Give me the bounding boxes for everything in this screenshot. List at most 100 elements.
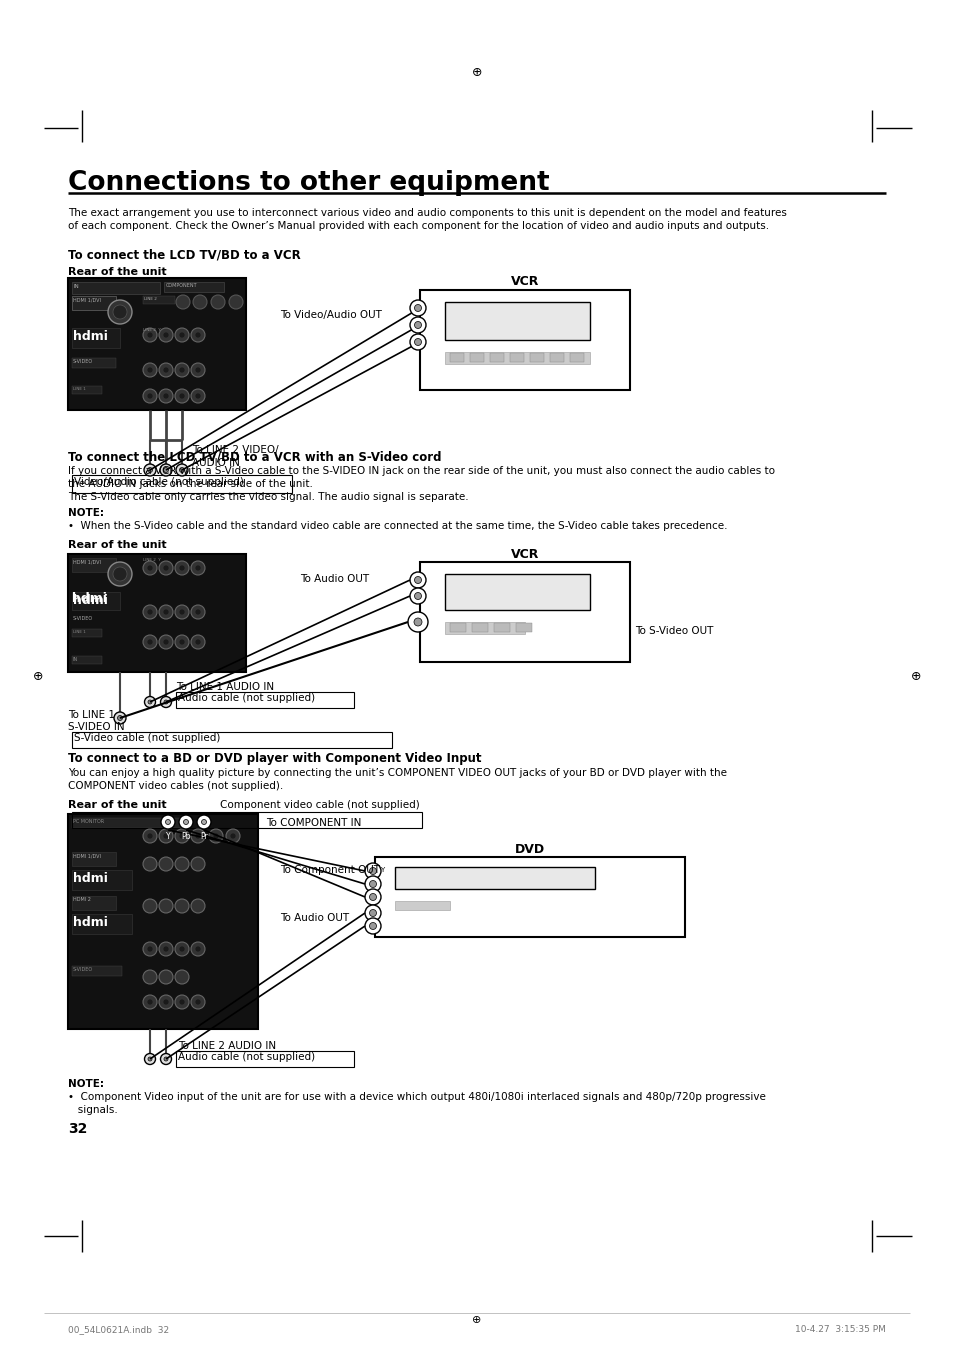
Circle shape <box>147 367 152 373</box>
Circle shape <box>369 923 376 929</box>
Circle shape <box>148 467 152 473</box>
Text: To COMPONENT IN: To COMPONENT IN <box>266 817 361 828</box>
Text: To Audio OUT: To Audio OUT <box>280 913 349 923</box>
Text: hdmi: hdmi <box>73 916 108 929</box>
Text: ⊕: ⊕ <box>32 670 43 682</box>
Bar <box>419 562 629 662</box>
Circle shape <box>174 994 189 1009</box>
Bar <box>444 574 589 611</box>
Text: The S-Video cable only carries the video signal. The audio signal is separate.: The S-Video cable only carries the video… <box>68 492 468 503</box>
Circle shape <box>174 328 189 342</box>
Text: HDMI 1/DVI: HDMI 1/DVI <box>73 852 101 858</box>
Circle shape <box>143 898 157 913</box>
Circle shape <box>144 463 156 476</box>
Text: 10-4.27  3:15:35 PM: 10-4.27 3:15:35 PM <box>794 1325 885 1333</box>
Circle shape <box>369 867 376 874</box>
Text: •  When the S-Video cable and the standard video cable are connected at the same: • When the S-Video cable and the standar… <box>68 521 727 531</box>
Circle shape <box>191 389 205 403</box>
Circle shape <box>112 567 127 581</box>
Text: The exact arrangement you use to interconnect various video and audio components: The exact arrangement you use to interco… <box>68 208 786 218</box>
Circle shape <box>143 942 157 957</box>
Bar <box>71 328 120 349</box>
Bar <box>395 867 595 889</box>
Circle shape <box>163 393 169 399</box>
Bar <box>450 353 463 362</box>
Circle shape <box>159 363 172 377</box>
Bar <box>71 282 160 295</box>
Text: LINE 1: LINE 1 <box>73 630 86 634</box>
Bar <box>71 386 102 394</box>
Circle shape <box>174 857 189 871</box>
Text: To S-Video OUT: To S-Video OUT <box>635 626 713 636</box>
Text: Rear of the unit: Rear of the unit <box>68 800 167 811</box>
Circle shape <box>174 830 189 843</box>
Circle shape <box>230 834 235 839</box>
Circle shape <box>143 389 157 403</box>
Circle shape <box>143 561 157 576</box>
Circle shape <box>174 970 189 984</box>
Circle shape <box>179 998 185 1005</box>
Circle shape <box>113 712 126 724</box>
Circle shape <box>160 697 172 708</box>
Circle shape <box>174 635 189 648</box>
Text: To connect the LCD TV/BD to a VCR with an S-Video cord: To connect the LCD TV/BD to a VCR with a… <box>68 450 441 463</box>
Text: S-VIDEO IN: S-VIDEO IN <box>68 721 125 732</box>
Text: S-VIDEO: S-VIDEO <box>73 616 93 621</box>
Circle shape <box>191 561 205 576</box>
Circle shape <box>147 946 152 952</box>
Circle shape <box>196 815 211 830</box>
Text: hdmi: hdmi <box>73 871 108 885</box>
Text: COMPONENT video cables (not supplied).: COMPONENT video cables (not supplied). <box>68 781 283 790</box>
Circle shape <box>201 820 206 824</box>
Circle shape <box>147 393 152 399</box>
Circle shape <box>160 463 172 476</box>
Bar <box>71 296 116 309</box>
Text: VCR: VCR <box>510 276 538 288</box>
Circle shape <box>163 609 169 615</box>
Circle shape <box>143 857 157 871</box>
Circle shape <box>159 389 172 403</box>
Text: S-VIDEO: S-VIDEO <box>73 967 93 971</box>
Text: hdmi: hdmi <box>71 592 107 605</box>
Text: AUDIO IN: AUDIO IN <box>192 458 239 467</box>
Circle shape <box>191 942 205 957</box>
Circle shape <box>164 700 168 704</box>
Bar <box>68 278 246 409</box>
Circle shape <box>365 917 380 934</box>
Bar <box>71 630 102 638</box>
Text: Video/Audio cable (not supplied): Video/Audio cable (not supplied) <box>74 477 244 486</box>
Circle shape <box>211 295 225 309</box>
Circle shape <box>147 609 152 615</box>
Text: hdmi: hdmi <box>73 330 108 343</box>
Circle shape <box>191 605 205 619</box>
Circle shape <box>148 700 152 704</box>
Circle shape <box>159 328 172 342</box>
Circle shape <box>143 994 157 1009</box>
Circle shape <box>143 970 157 984</box>
Bar <box>472 623 488 632</box>
Bar <box>71 852 116 866</box>
Circle shape <box>163 946 169 952</box>
Text: S-Video cable (not supplied): S-Video cable (not supplied) <box>74 734 220 743</box>
Circle shape <box>144 697 155 708</box>
Circle shape <box>209 830 223 843</box>
Text: the AUDIO IN jacks on the rear side of the unit.: the AUDIO IN jacks on the rear side of t… <box>68 480 313 489</box>
Bar <box>444 621 524 634</box>
Circle shape <box>213 834 219 839</box>
Circle shape <box>160 1054 172 1065</box>
Bar <box>516 623 532 632</box>
Circle shape <box>163 367 169 373</box>
Circle shape <box>414 577 421 584</box>
Bar <box>510 353 523 362</box>
Circle shape <box>108 300 132 324</box>
Circle shape <box>414 617 421 626</box>
Text: COMPONENT: COMPONENT <box>166 282 197 288</box>
Circle shape <box>163 639 169 644</box>
Circle shape <box>194 565 201 571</box>
Circle shape <box>179 393 185 399</box>
Text: Pb: Pb <box>181 832 191 842</box>
Circle shape <box>143 328 157 342</box>
Circle shape <box>179 815 193 830</box>
Circle shape <box>164 1056 168 1061</box>
Circle shape <box>408 612 428 632</box>
